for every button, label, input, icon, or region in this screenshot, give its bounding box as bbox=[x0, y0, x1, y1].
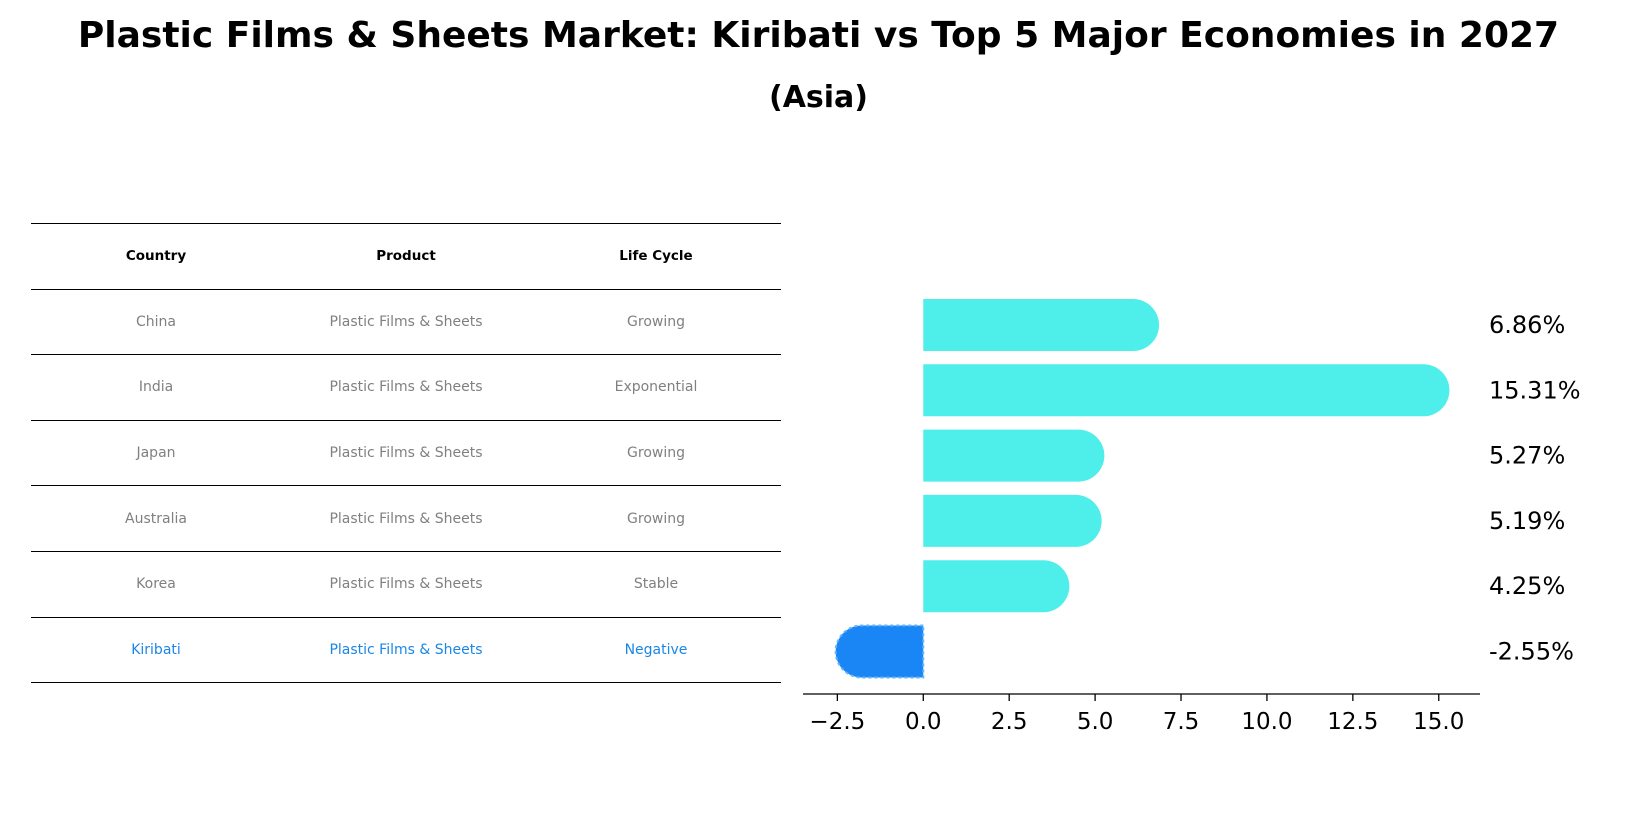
cell-country: China bbox=[136, 313, 176, 330]
table-row: China Plastic Films & Sheets Growing bbox=[31, 290, 781, 356]
cell-life-cycle: Exponential bbox=[614, 379, 698, 396]
bar-chart-svg: 6.86% 15.31% 5.27% 5.19% 4.25% -2.55% −2.5 0.0 2… bbox=[803, 299, 1581, 735]
data-label-japan: 5.27% bbox=[1489, 442, 1565, 470]
data-label-india: 15.31% bbox=[1489, 376, 1581, 404]
cell-life-cycle: Growing bbox=[627, 313, 685, 330]
header-product: Product bbox=[376, 248, 436, 265]
cell-product: Plastic Films & Sheets bbox=[329, 313, 483, 330]
bar-korea bbox=[923, 560, 1070, 613]
x-tick-label: 5.0 bbox=[1077, 709, 1114, 735]
country-table: Country Product Life Cycle China Plastic… bbox=[31, 223, 781, 684]
cell-country: Korea bbox=[136, 576, 176, 593]
table-row: Japan Plastic Films & Sheets Growing bbox=[31, 421, 781, 487]
cell-product: Plastic Films & Sheets bbox=[329, 379, 483, 396]
cell-country: Australia bbox=[125, 510, 187, 527]
table-row: India Plastic Films & Sheets Exponential bbox=[31, 355, 781, 421]
cell-country: Japan bbox=[136, 445, 176, 462]
cell-life-cycle: Growing bbox=[627, 445, 685, 462]
bar-china bbox=[923, 299, 1160, 351]
cell-product: Plastic Films & Sheets bbox=[329, 510, 483, 527]
data-label-korea: 4.25% bbox=[1489, 572, 1565, 600]
data-label-china: 6.86% bbox=[1489, 311, 1565, 339]
x-tick-label: 0.0 bbox=[905, 709, 942, 735]
cell-product: Plastic Films & Sheets bbox=[329, 641, 483, 658]
cell-product: Plastic Films & Sheets bbox=[329, 576, 483, 593]
header-country: Country bbox=[125, 248, 187, 265]
table-header-row: Country Product Life Cycle bbox=[31, 224, 781, 290]
header-life-cycle: Life Cycle bbox=[619, 248, 693, 265]
x-tick-label: −2.5 bbox=[809, 709, 865, 735]
cell-life-cycle: Stable bbox=[633, 576, 679, 593]
cell-life-cycle: Growing bbox=[627, 510, 685, 527]
bar-chart: 6.86% 15.31% 5.27% 5.19% 4.25% -2.55% −2.5 0.0 2… bbox=[780, 260, 1630, 764]
data-label-australia: 5.19% bbox=[1489, 507, 1565, 535]
table-row: Australia Plastic Films & Sheets Growing bbox=[31, 486, 781, 552]
cell-life-cycle: Negative bbox=[624, 641, 688, 658]
chart-subtitle: (Asia) bbox=[768, 80, 869, 115]
cell-country: India bbox=[138, 379, 174, 396]
bar-australia bbox=[923, 494, 1102, 547]
table-row: Korea Plastic Films & Sheets Stable bbox=[31, 552, 781, 618]
table-row-highlight: Kiribati Plastic Films & Sheets Negative bbox=[31, 618, 781, 684]
bar-japan bbox=[923, 429, 1105, 482]
chart-title: Plastic Films & Sheets Market: Kiribati … bbox=[77, 15, 1560, 56]
cell-product: Plastic Films & Sheets bbox=[329, 445, 483, 462]
data-label-kiribati: -2.55% bbox=[1489, 638, 1574, 666]
x-tick-label: 2.5 bbox=[991, 709, 1028, 735]
x-tick-label: 12.5 bbox=[1327, 709, 1378, 735]
bar-india bbox=[923, 364, 1450, 417]
cell-country: Kiribati bbox=[131, 641, 181, 658]
bar-kiribati bbox=[834, 624, 925, 679]
x-tick-label: 7.5 bbox=[1163, 709, 1200, 735]
x-tick-label: 15.0 bbox=[1413, 709, 1464, 735]
x-tick-label: 10.0 bbox=[1241, 709, 1292, 735]
